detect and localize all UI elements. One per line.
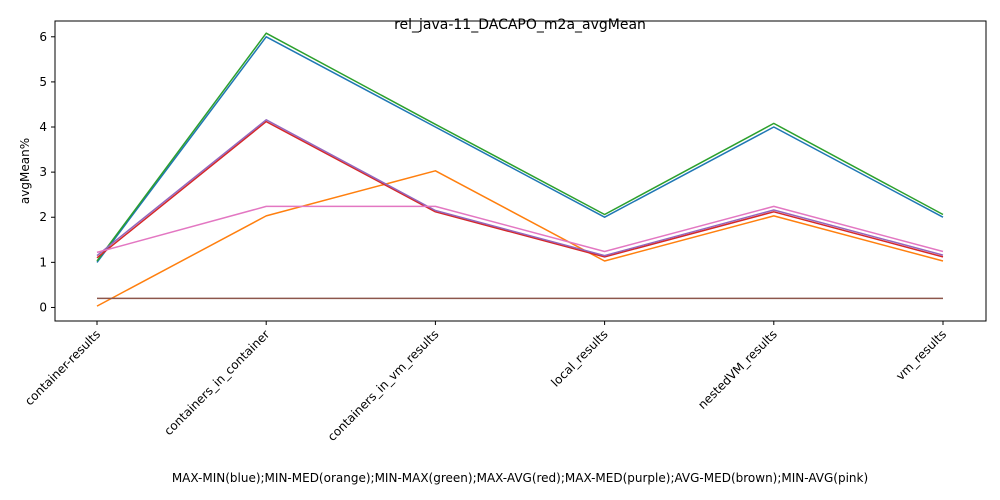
series-line-0 — [96, 36, 944, 263]
x-tick-label: containers_in_container — [161, 327, 272, 438]
x-tick-label: container-results — [22, 327, 103, 408]
y-tick-label: 4 — [39, 120, 47, 134]
x-axis: container-results containers_in_container… — [22, 321, 949, 444]
series-line-3 — [96, 120, 944, 259]
series-line-6 — [96, 205, 944, 254]
series-line-4 — [96, 119, 944, 257]
y-tick-label: 0 — [39, 300, 47, 314]
y-tick-label: 2 — [39, 210, 47, 224]
y-axis-label: avgMean% — [18, 138, 32, 204]
chart-title: rel_java-11_DACAPO_m2a_avgMean — [394, 17, 646, 33]
y-tick-label: 6 — [39, 30, 47, 44]
plot-frame — [54, 20, 987, 322]
series-lines — [96, 32, 944, 307]
x-tick-label: vm_results — [893, 327, 949, 383]
x-tick-label: local_results — [548, 327, 610, 389]
x-tick-label: containers_in_vm_results — [325, 327, 442, 444]
series-line-1 — [96, 170, 944, 307]
y-tick-label: 3 — [39, 165, 47, 179]
y-tick-label: 5 — [39, 75, 47, 89]
x-tick-label: nestedVM_results — [695, 327, 780, 412]
y-axis: 0 1 2 3 4 5 6 — [39, 30, 55, 314]
series-line-2 — [96, 32, 944, 262]
x-axis-label: MAX-MIN(blue);MIN-MED(orange);MIN-MAX(gr… — [172, 471, 868, 485]
y-tick-label: 1 — [39, 255, 47, 269]
